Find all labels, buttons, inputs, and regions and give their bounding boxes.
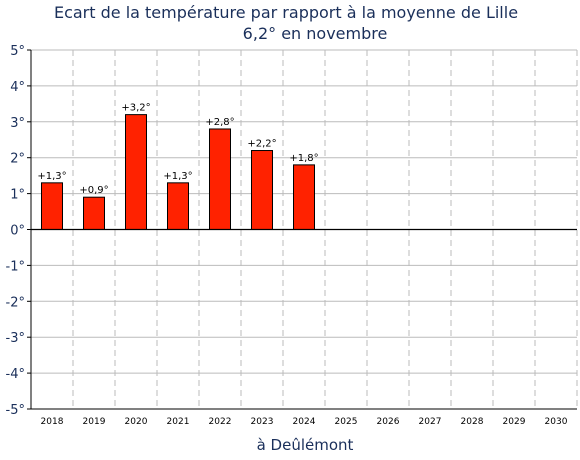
chart-title: Ecart de la température par rapport à la… (54, 3, 518, 22)
x-tick-label: 2026 (377, 417, 400, 427)
x-tick-label: 2023 (251, 417, 274, 427)
x-tick-label: 2024 (293, 417, 316, 427)
y-tick-label: 3° (10, 116, 25, 131)
data-label: +3,2° (121, 103, 150, 114)
y-tick-label: -5° (6, 403, 25, 418)
bars (41, 114, 315, 231)
x-tick-label: 2021 (167, 417, 190, 427)
y-tick-label: -3° (6, 331, 25, 346)
bar (293, 164, 315, 231)
bar (251, 150, 273, 231)
data-label: +2,2° (247, 139, 276, 150)
y-tick-label: 4° (10, 80, 25, 95)
x-tick-label: 2027 (419, 417, 442, 427)
y-tick-label: 1° (10, 188, 25, 203)
y-tick-label: -2° (6, 295, 25, 310)
x-axis-label: à Deûlémont (257, 436, 354, 454)
y-tick-label: 0° (10, 224, 25, 239)
x-tick-label: 2025 (335, 417, 358, 427)
y-tick-label: -1° (6, 259, 25, 274)
x-tick-label: 2029 (503, 417, 526, 427)
bar (83, 196, 105, 231)
data-label: +1,3° (37, 171, 66, 182)
x-tick-label: 2019 (83, 417, 106, 427)
y-tick-label: 5° (10, 44, 25, 59)
bar (41, 182, 63, 230)
bar (125, 114, 147, 230)
labels: 5° 4° 3° 2° 1° 0° -1° -2° -3° -4° -5° +1,3° 2018 +0,9… (6, 44, 568, 427)
bar (209, 128, 231, 230)
x-tick-label: 2030 (545, 417, 568, 427)
data-label: +1,3° (163, 171, 192, 182)
x-tick-label: 2022 (209, 417, 232, 427)
data-label: +2,8° (205, 117, 234, 128)
data-label: +1,8° (289, 153, 318, 164)
x-tick-label: 2020 (125, 417, 148, 427)
x-tick-label: 2028 (461, 417, 484, 427)
chart-subtitle: 6,2° en novembre (243, 24, 388, 43)
y-tick-label: 2° (10, 152, 25, 167)
axes (27, 49, 577, 410)
x-tick-label: 2018 (41, 417, 64, 427)
data-label: +0,9° (79, 185, 108, 196)
bar (167, 182, 189, 230)
y-tick-label: -4° (6, 367, 25, 382)
